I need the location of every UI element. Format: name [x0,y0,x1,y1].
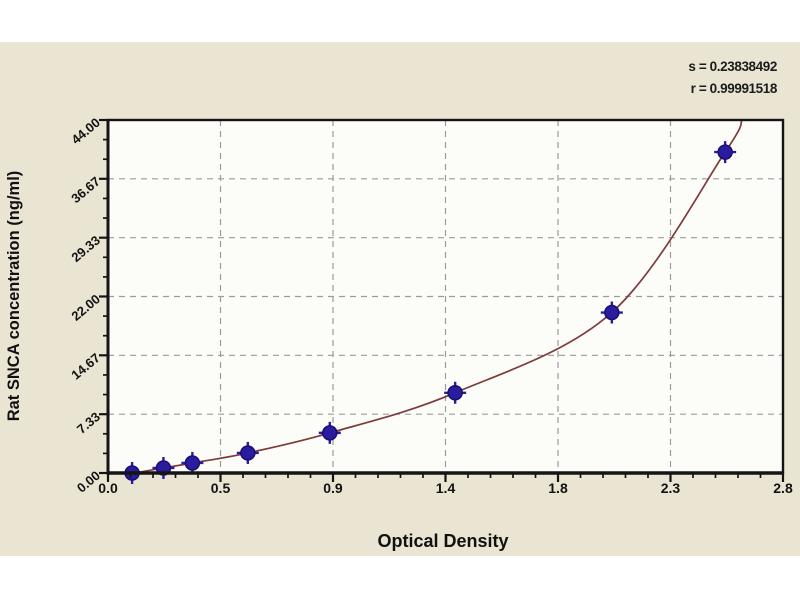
stat-r-value: r = 0.99991518 [691,81,778,96]
x-tick-label: 2.8 [773,480,793,496]
stat-s-value: s = 0.23838492 [688,59,777,74]
x-tick-label: 2.3 [661,480,681,496]
gridlines [108,120,783,473]
x-tick-label: 1.4 [436,480,456,496]
data-points [121,141,737,484]
data-point-marker [236,441,259,464]
x-tick-label: 0.5 [211,480,231,496]
x-tick-label: 0.0 [98,480,118,496]
data-point-marker [181,451,204,474]
axis-ticks [99,118,785,482]
data-point-marker [600,301,623,324]
x-tick-label: 1.8 [548,480,568,496]
data-point-marker [714,141,737,164]
x-tick-label: 0.9 [323,480,343,496]
y-axis-title: Rat SNCA concentration (ng/ml) [5,171,23,422]
data-point-marker [444,381,467,404]
x-axis-title: Optical Density [377,531,508,551]
data-point-marker [318,421,341,444]
x-tick-labels: 0.0 0.5 0.9 1.4 1.8 2.3 2.8 [98,480,793,496]
